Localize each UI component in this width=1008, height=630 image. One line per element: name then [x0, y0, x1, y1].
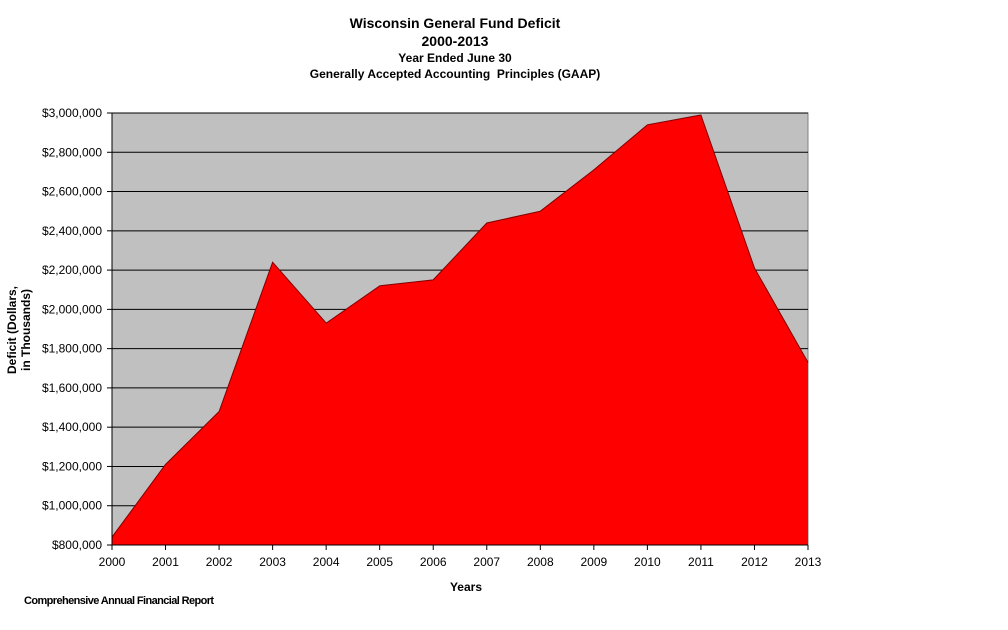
- x-tick-label: 2007: [473, 555, 500, 569]
- x-axis-label: Years: [450, 580, 482, 594]
- x-tick-label: 2001: [152, 555, 179, 569]
- x-tick-label: 2000: [99, 555, 126, 569]
- y-tick-label: $2,400,000: [42, 224, 102, 238]
- y-tick-label: $2,800,000: [42, 145, 102, 159]
- x-axis-ticks: 2000 2001 2002 2003 2004 2005 2006 2007 2008 2009…: [99, 545, 822, 569]
- chart-subtitle-years: 2000-2013: [422, 33, 489, 49]
- y-tick-label: $1,200,000: [42, 459, 102, 473]
- y-axis-label-line-1: Deficit (Dollars,: [5, 286, 19, 374]
- area-series: [111, 114, 809, 545]
- x-tick-label: 2009: [580, 555, 607, 569]
- x-tick-label: 2004: [313, 555, 340, 569]
- x-tick-label: 2011: [688, 555, 714, 569]
- x-tick-label: 2005: [366, 555, 393, 569]
- y-tick-label: $1,000,000: [42, 499, 102, 513]
- source-footnote: Comprehensive Annual Financial Report: [24, 595, 214, 607]
- x-tick-label: 2003: [259, 555, 286, 569]
- y-tick-label: $2,200,000: [42, 263, 102, 277]
- chart-title: Wisconsin General Fund Deficit: [350, 15, 561, 31]
- y-tick-label: $1,400,000: [42, 420, 102, 434]
- y-axis-ticks: $800,000 $1,000,000 $1,200,000 $1,400,000 $1…: [42, 106, 112, 552]
- x-tick-label: 2010: [634, 555, 661, 569]
- y-tick-label: $2,000,000: [42, 302, 102, 316]
- y-tick-label: $3,000,000: [42, 106, 102, 120]
- y-tick-label: $2,600,000: [42, 185, 102, 199]
- x-tick-label: 2008: [527, 555, 554, 569]
- chart-subtitle-fiscal-year: Year Ended June 30: [398, 51, 512, 65]
- chart-subtitle-gaap: Generally Accepted Accounting Principles…: [310, 67, 601, 81]
- y-tick-label: $1,800,000: [42, 342, 102, 356]
- x-tick-label: 2012: [741, 555, 768, 569]
- x-tick-label: 2002: [206, 555, 233, 569]
- y-tick-label: $800,000: [52, 538, 102, 552]
- y-axis-label-line-2: in Thousands): [19, 289, 33, 371]
- x-tick-label: 2006: [420, 555, 447, 569]
- axes: [111, 113, 808, 546]
- y-tick-label: $1,600,000: [42, 381, 102, 395]
- deficit-line: [111, 114, 809, 538]
- x-tick-label: 2013: [795, 555, 822, 569]
- deficit-area: [112, 115, 808, 545]
